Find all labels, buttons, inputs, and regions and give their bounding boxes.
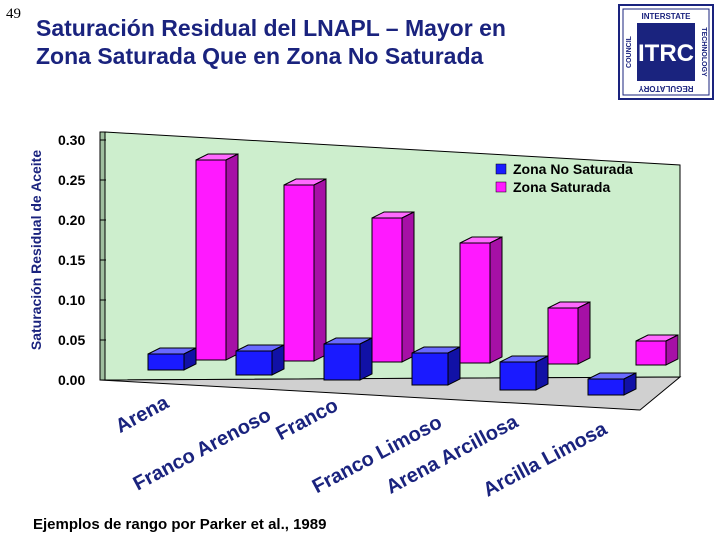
y-tick-label: 0.15 bbox=[58, 252, 85, 268]
title-line-2: Zona Saturada Que en Zona No Saturada bbox=[36, 43, 484, 69]
svg-text:TECHNOLOGY: TECHNOLOGY bbox=[700, 27, 707, 77]
bar-zona-no-saturada bbox=[499, 361, 537, 391]
bar-zona-no-saturada-side bbox=[447, 346, 461, 386]
bar-zona-no-saturada-side bbox=[623, 372, 637, 396]
bar-zona-saturada bbox=[371, 217, 403, 363]
bar-zona-no-saturada bbox=[147, 353, 185, 371]
bar-zona-saturada bbox=[547, 307, 579, 365]
bar-zona-saturada-side bbox=[489, 236, 503, 364]
bar-zona-no-saturada-side bbox=[359, 337, 373, 381]
bar-zona-saturada bbox=[459, 242, 491, 364]
bar-zona-no-saturada bbox=[411, 352, 449, 386]
bar-zona-no-saturada bbox=[323, 343, 361, 381]
bar-zona-no-saturada-side bbox=[535, 355, 549, 391]
y-tick-label: 0.30 bbox=[58, 132, 85, 148]
bar-zona-saturada bbox=[283, 184, 315, 362]
bar-zona-saturada-side bbox=[313, 178, 327, 362]
y-tick-label: 0.20 bbox=[58, 212, 85, 228]
legend-label-zona-no-saturada: Zona No Saturada bbox=[513, 161, 633, 177]
bar-zona-no-saturada-side bbox=[271, 344, 285, 376]
legend-swatch-zona-saturada bbox=[495, 181, 507, 193]
svg-text:INTERSTATE: INTERSTATE bbox=[641, 12, 691, 21]
chart-left-wall bbox=[99, 131, 106, 381]
slide-title: Saturación Residual del LNAPL – Mayor en… bbox=[36, 14, 606, 70]
bar-zona-saturada-side bbox=[577, 301, 591, 365]
bar-zona-saturada-side bbox=[401, 211, 415, 363]
bar-zona-saturada-side bbox=[665, 334, 679, 366]
legend-label-zona-saturada: Zona Saturada bbox=[513, 179, 610, 195]
svg-text:REGULATORY: REGULATORY bbox=[638, 84, 694, 93]
bar-zona-no-saturada bbox=[587, 378, 625, 396]
bar-zona-saturada bbox=[195, 159, 227, 361]
bar-zona-no-saturada-side bbox=[183, 347, 197, 371]
svg-text:ITRC: ITRC bbox=[638, 40, 694, 67]
itrc-logo: INTERSTATE REGULATORY COUNCIL TECHNOLOGY… bbox=[618, 4, 714, 100]
bar-zona-saturada bbox=[635, 340, 667, 366]
slide-number: 49 bbox=[6, 6, 21, 22]
y-tick-label: 0.25 bbox=[58, 172, 85, 188]
category-label: Franco bbox=[273, 394, 342, 445]
source-note: Ejemplos de rango por Parker et al., 198… bbox=[33, 516, 327, 533]
category-label: Franco Limoso bbox=[309, 411, 446, 498]
svg-text:COUNCIL: COUNCIL bbox=[626, 35, 633, 68]
y-tick-label: 0.05 bbox=[58, 332, 85, 348]
bar-zona-no-saturada bbox=[235, 350, 273, 376]
bar-zona-saturada-side bbox=[225, 153, 239, 361]
y-tick-label: 0.10 bbox=[58, 292, 85, 308]
title-line-1: Saturación Residual del LNAPL – Mayor en bbox=[36, 15, 506, 41]
category-label: Arena bbox=[112, 391, 173, 437]
legend-swatch-zona-no-saturada bbox=[495, 163, 507, 175]
y-tick-label: 0.00 bbox=[58, 372, 85, 388]
